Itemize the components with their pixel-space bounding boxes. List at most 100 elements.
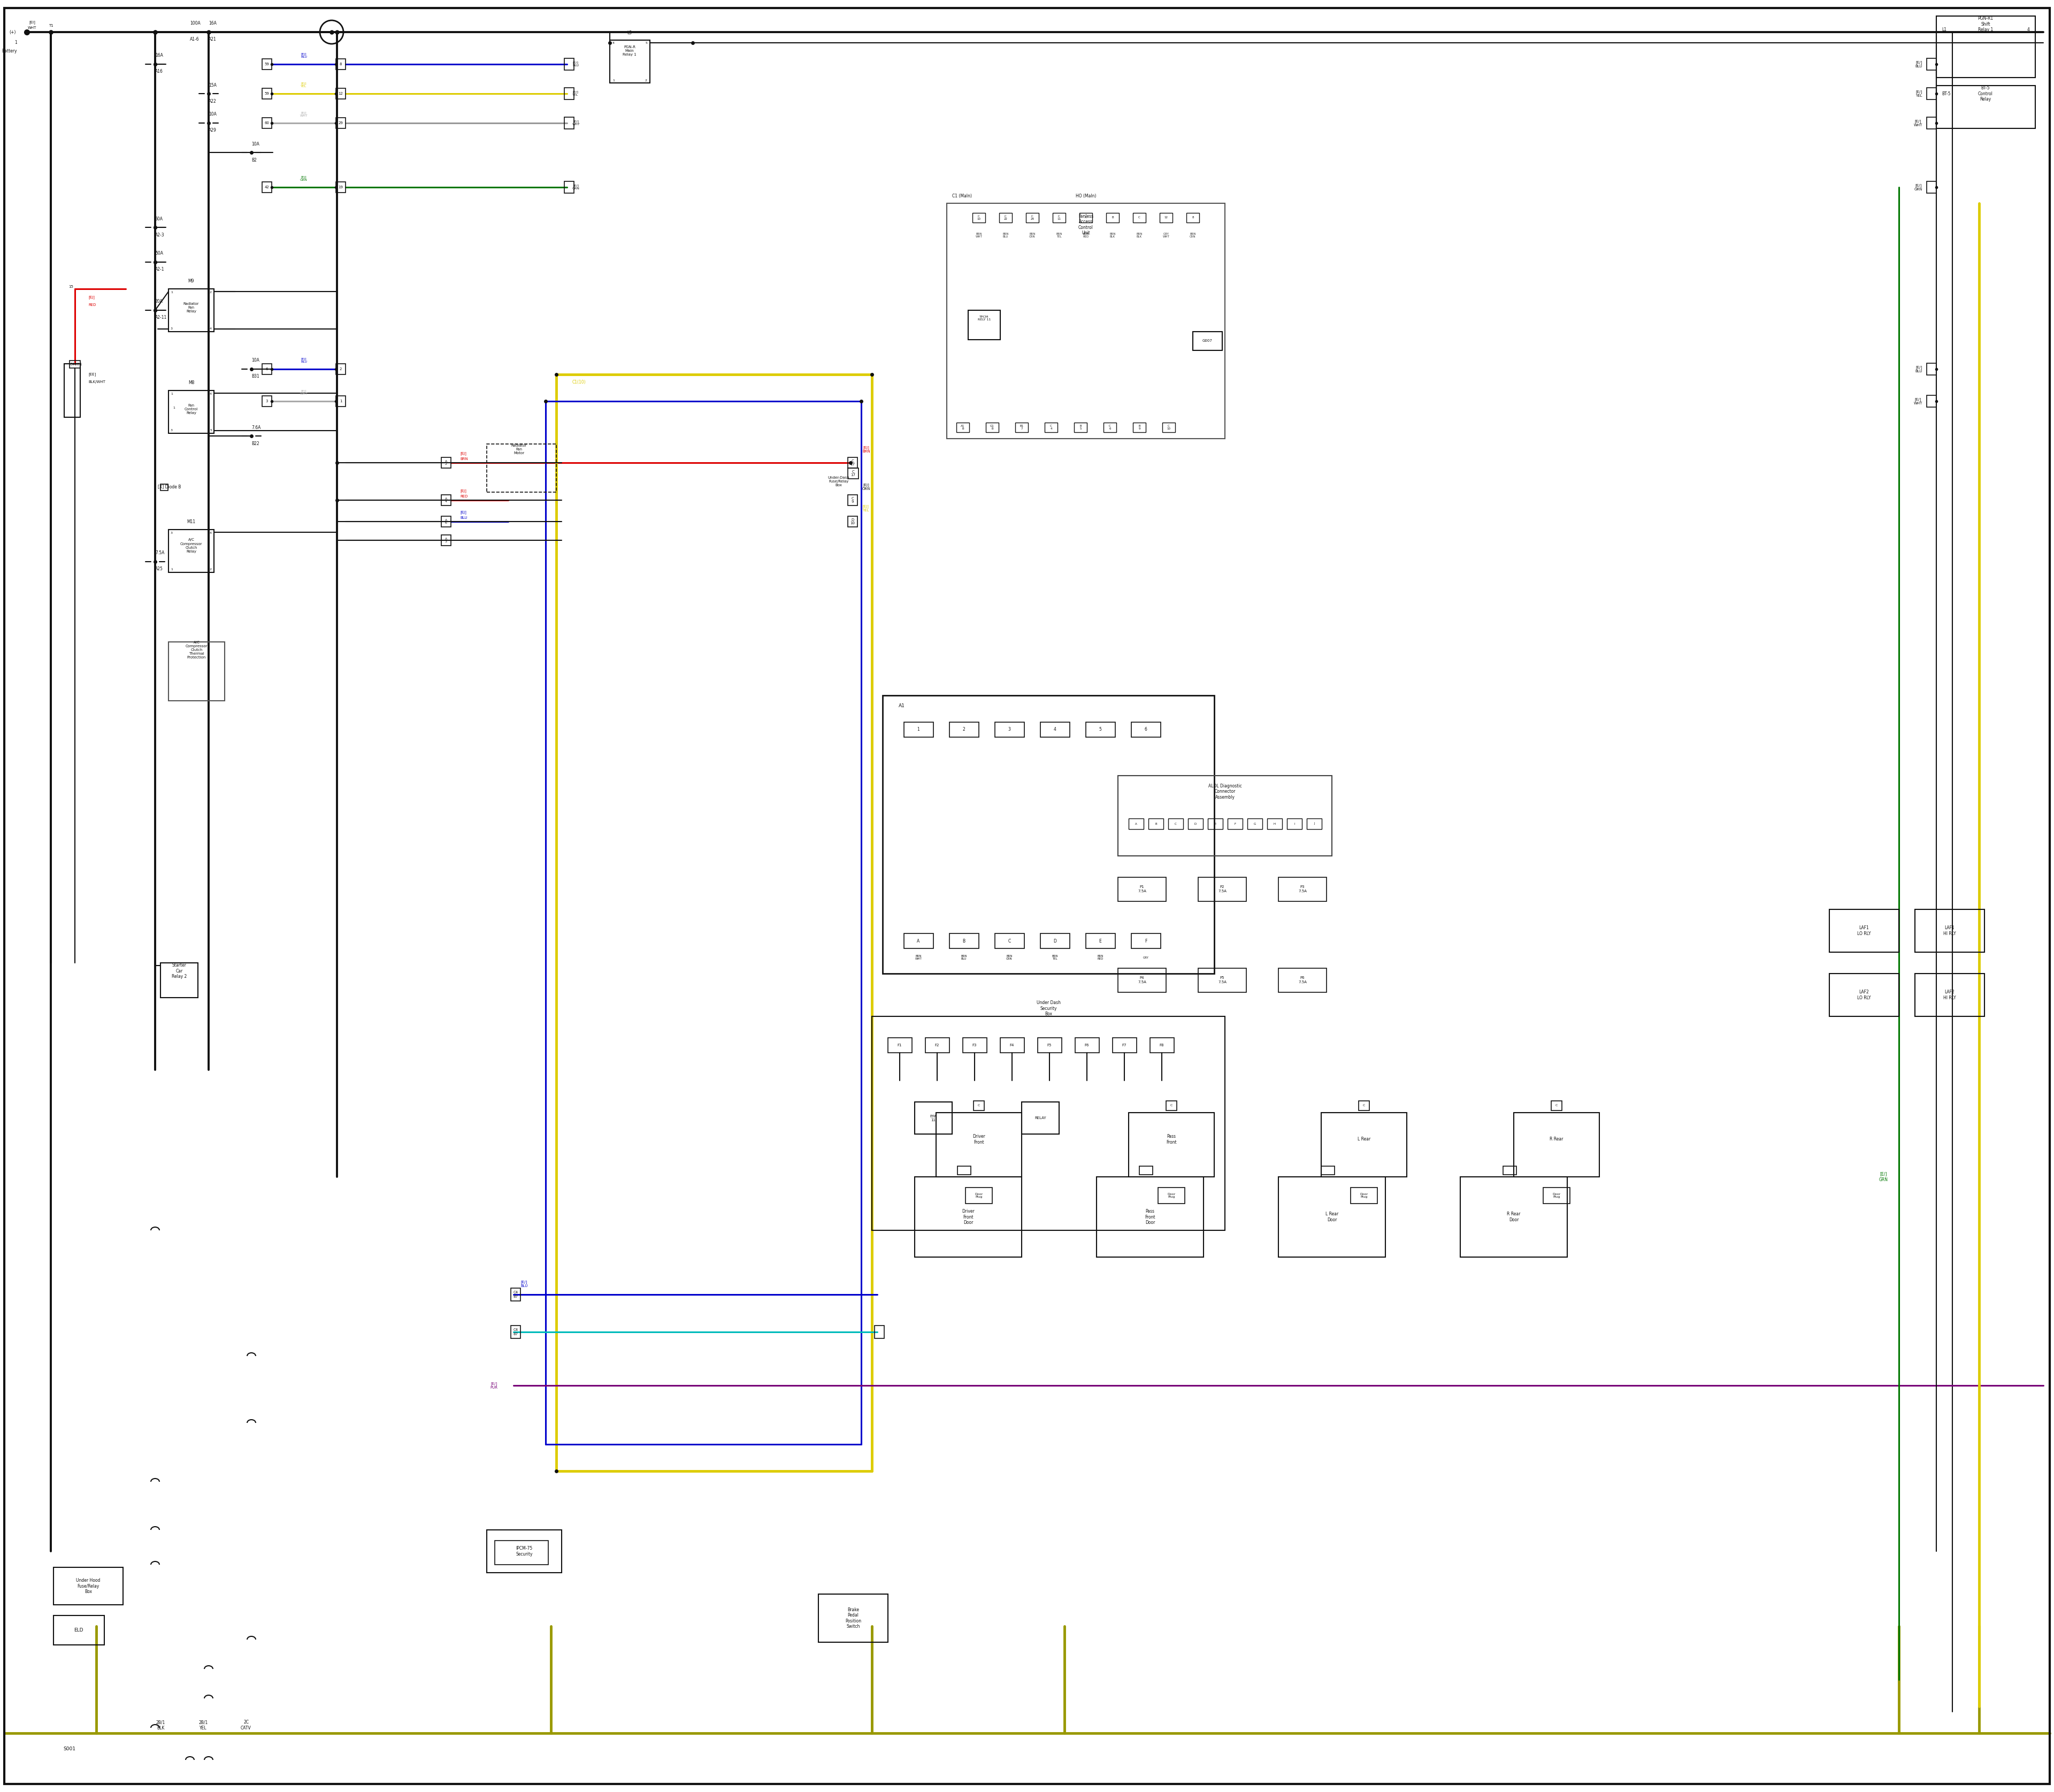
Bar xyxy=(160,484,168,491)
Bar xyxy=(937,1113,1021,1177)
Text: 7.5A: 7.5A xyxy=(156,550,164,556)
Text: 3: 3 xyxy=(1009,728,1011,733)
Bar xyxy=(1140,1167,1152,1176)
Bar xyxy=(967,310,1000,340)
Text: C
11: C 11 xyxy=(1058,215,1062,220)
Text: PGN-R
Main
Relay 1: PGN-R Main Relay 1 xyxy=(622,45,637,56)
Text: G007: G007 xyxy=(1202,339,1212,342)
Bar xyxy=(974,1100,984,1111)
Text: 6: 6 xyxy=(265,367,269,371)
Bar xyxy=(949,722,980,737)
Bar xyxy=(904,722,933,737)
Text: A2-3: A2-3 xyxy=(156,233,164,237)
Text: [E/]
WHT: [E/] WHT xyxy=(1914,398,1923,405)
Bar xyxy=(1278,878,1327,901)
Bar xyxy=(1288,819,1302,830)
Text: Pass
Front: Pass Front xyxy=(1167,1134,1177,1145)
Bar xyxy=(1117,878,1167,901)
Bar xyxy=(994,722,1025,737)
Text: (+): (+) xyxy=(10,30,16,34)
Text: LAF1
LO RLY: LAF1 LO RLY xyxy=(1857,926,1871,935)
Bar xyxy=(487,1530,561,1573)
Text: Brake
Pedal
Position
Switch: Brake Pedal Position Switch xyxy=(844,1607,861,1629)
Bar xyxy=(263,88,271,99)
Text: A
3: A 3 xyxy=(446,538,448,543)
Text: [EJ]
WHT: [EJ] WHT xyxy=(300,389,308,396)
Text: [E/]
WHT: [E/] WHT xyxy=(1914,120,1923,127)
Text: C
24: C 24 xyxy=(1031,215,1035,220)
Bar xyxy=(263,396,271,407)
Bar xyxy=(1103,423,1115,432)
Text: 1: 1 xyxy=(918,728,920,733)
Bar xyxy=(1247,819,1263,830)
Text: BRN
CRN: BRN CRN xyxy=(1189,233,1195,238)
Bar xyxy=(1830,973,1898,1016)
Text: A29: A29 xyxy=(210,127,216,133)
Bar xyxy=(1937,86,2036,129)
Text: P5
7.5A: P5 7.5A xyxy=(1218,977,1226,984)
Text: RELAY: RELAY xyxy=(1035,1116,1045,1120)
Bar xyxy=(887,1038,912,1052)
Text: 1: 1 xyxy=(14,41,16,45)
Bar xyxy=(495,1541,548,1564)
Bar xyxy=(972,213,986,222)
Text: P/W
11: P/W 11 xyxy=(930,1115,937,1122)
Bar xyxy=(871,1016,1224,1231)
Text: F4: F4 xyxy=(1011,1043,1015,1047)
Text: [E/]
PUR: [E/] PUR xyxy=(491,1382,497,1389)
Text: Door
Plug: Door Plug xyxy=(976,1193,984,1199)
Bar xyxy=(1107,213,1119,222)
Text: Radiator
Fan
Relay: Radiator Fan Relay xyxy=(183,303,199,314)
Text: A/C
Compressor
Clutch
Thermal
Protection: A/C Compressor Clutch Thermal Protection xyxy=(185,642,207,659)
Text: C1(10): C1(10) xyxy=(573,380,585,385)
Bar xyxy=(883,695,1214,973)
Text: B2: B2 xyxy=(251,158,257,163)
Text: F7: F7 xyxy=(1121,1043,1128,1047)
Text: 5: 5 xyxy=(645,41,647,45)
Text: BRN
TEL: BRN TEL xyxy=(1056,233,1062,238)
Text: D: D xyxy=(1054,939,1056,943)
Text: 4: 4 xyxy=(612,41,614,45)
Bar xyxy=(1228,819,1243,830)
Text: M9: M9 xyxy=(189,280,195,283)
Text: C: C xyxy=(1555,1104,1557,1107)
Bar xyxy=(1134,213,1146,222)
Text: T1: T1 xyxy=(49,23,53,27)
Text: A1: A1 xyxy=(900,704,906,708)
Text: A21: A21 xyxy=(210,38,216,41)
Text: [EJ]: [EJ] xyxy=(460,511,466,514)
Text: [EJ]: [EJ] xyxy=(88,296,94,299)
Bar xyxy=(848,468,859,478)
Bar xyxy=(986,423,998,432)
Text: 59: 59 xyxy=(265,63,269,66)
Bar xyxy=(53,1568,123,1606)
Text: Starter
Car
Relay 2: Starter Car Relay 2 xyxy=(173,962,187,978)
Text: D
10: D 10 xyxy=(850,518,854,525)
Bar xyxy=(1267,819,1282,830)
Bar xyxy=(1927,88,1937,100)
Text: M8: M8 xyxy=(189,380,195,385)
Text: Under Dash
Security
Box: Under Dash Security Box xyxy=(1037,1000,1060,1016)
Text: C
10: C 10 xyxy=(978,215,980,220)
Text: 2: 2 xyxy=(339,367,341,371)
Text: BRN
TEL: BRN TEL xyxy=(1052,955,1058,961)
Text: ALDL Diagnostic
Connector
Assembly: ALDL Diagnostic Connector Assembly xyxy=(1208,783,1243,799)
Bar xyxy=(1097,1177,1204,1256)
Bar xyxy=(1132,934,1161,948)
Bar xyxy=(1514,1113,1600,1177)
Text: Battery: Battery xyxy=(2,48,16,54)
Text: 29: 29 xyxy=(339,122,343,125)
Text: B1
7: B1 7 xyxy=(1019,425,1023,430)
Bar xyxy=(168,530,214,572)
Text: Radiator
Fan
Motor: Radiator Fan Motor xyxy=(511,444,526,455)
Text: 15A: 15A xyxy=(210,82,216,88)
Text: 1: 1 xyxy=(173,407,175,409)
Bar xyxy=(487,444,557,493)
Bar xyxy=(1037,1038,1062,1052)
Text: BRN
CRN: BRN CRN xyxy=(1006,955,1013,961)
Text: 4: 4 xyxy=(210,392,212,394)
Bar xyxy=(1163,423,1175,432)
Bar xyxy=(1197,878,1247,901)
Bar xyxy=(565,181,573,194)
Bar xyxy=(1074,423,1087,432)
